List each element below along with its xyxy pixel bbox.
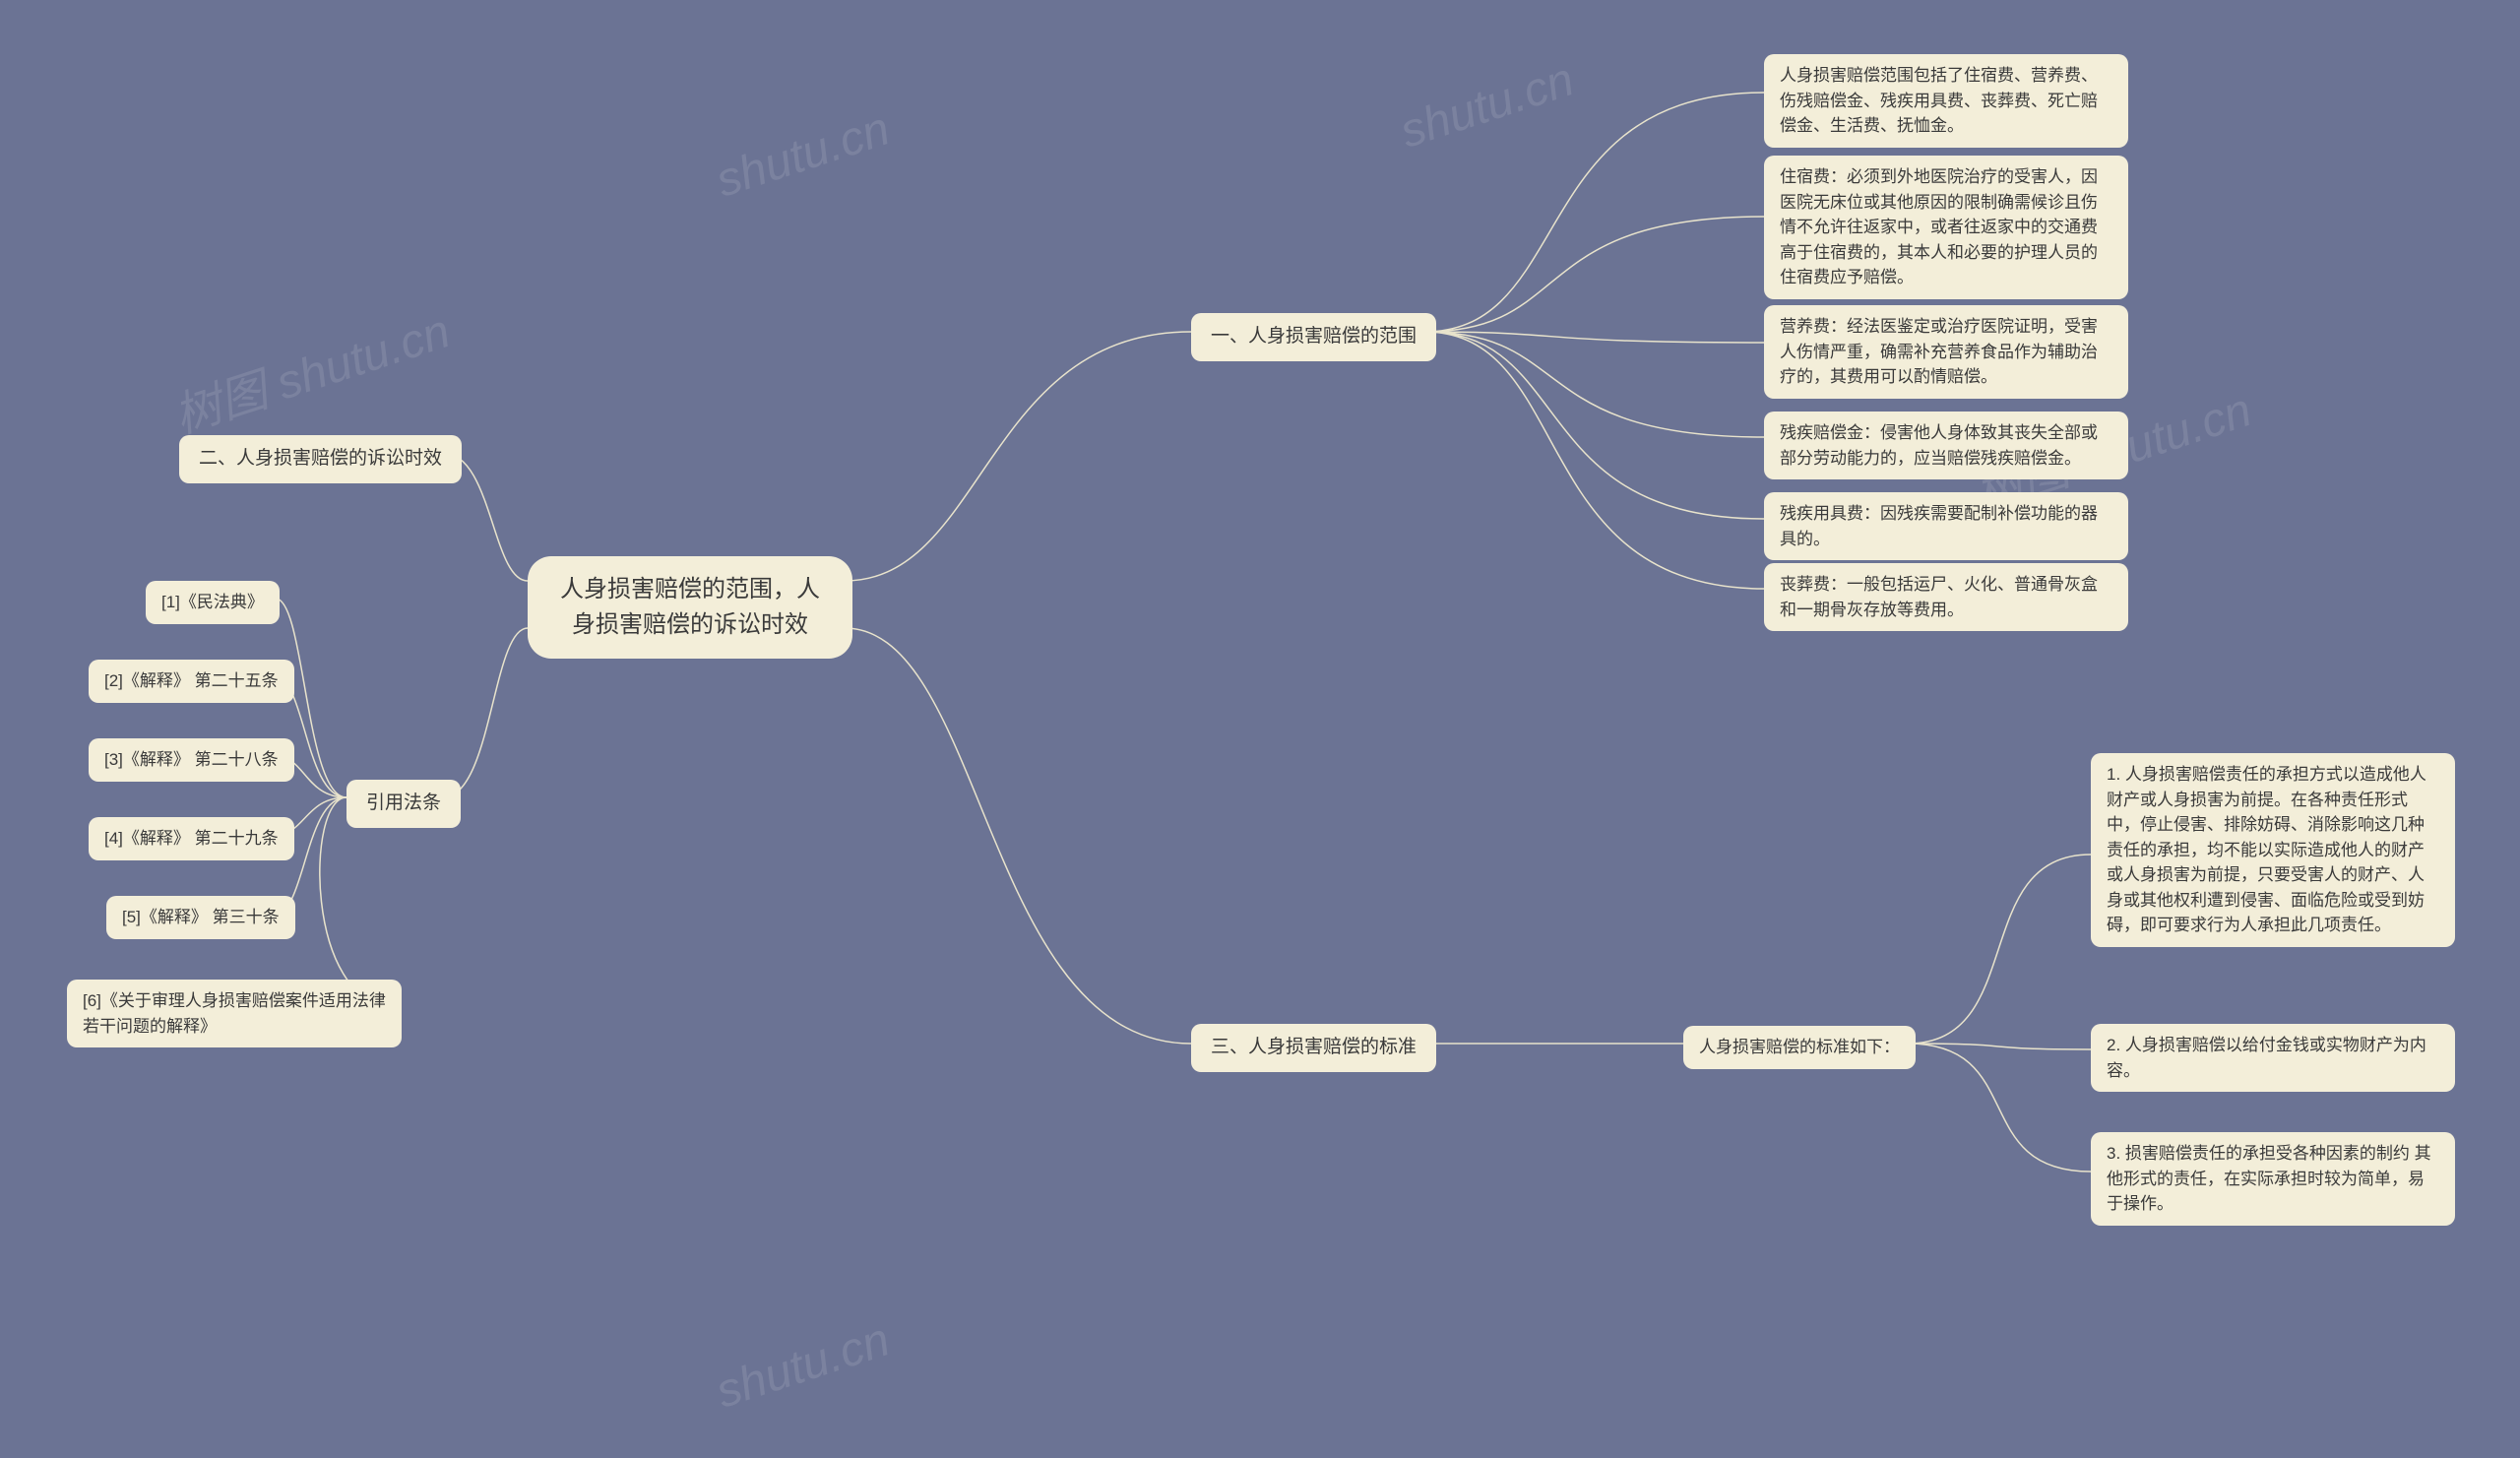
leaf-cit-l6: [6]《关于审理人身损害赔偿案件适用法律若干问题的解释》 [67, 980, 402, 1047]
leaf-s1-l1: 1. 人身损害赔偿责任的承担方式以造成他人财产或人身损害为前提。在各种责任形式中… [2091, 753, 2455, 947]
leaf-s1-l3: 3. 损害赔偿责任的承担受各种因素的制约 其他形式的责任，在实际承担时较为简单，… [2091, 1132, 2455, 1226]
branch-b1: 一、人身损害赔偿的范围 [1191, 313, 1436, 361]
leaf-cit-l2: [2]《解释》 第二十五条 [89, 660, 294, 703]
leaf-cit-l3: [3]《解释》 第二十八条 [89, 738, 294, 782]
leaf-s1-l2: 2. 人身损害赔偿以给付金钱或实物财产为内容。 [2091, 1024, 2455, 1092]
leaf-cit-l5: [5]《解释》 第三十条 [106, 896, 295, 939]
leaf-b1-l5: 残疾用具费：因残疾需要配制补偿功能的器具的。 [1764, 492, 2128, 560]
watermark: shutu.cn [1394, 52, 1581, 158]
branch-b3: 三、人身损害赔偿的标准 [1191, 1024, 1436, 1072]
mindmap-edges [0, 0, 2520, 1458]
sub-b3-s1: 人身损害赔偿的标准如下： [1683, 1026, 1916, 1069]
leaf-cit-l1: [1]《民法典》 [146, 581, 280, 624]
leaf-b1-l4: 残疾赔偿金：侵害他人身体致其丧失全部或部分劳动能力的，应当赔偿残疾赔偿金。 [1764, 412, 2128, 479]
leaf-b1-l3: 营养费：经法医鉴定或治疗医院证明，受害人伤情严重，确需补充营养食品作为辅助治疗的… [1764, 305, 2128, 399]
branch-b2: 二、人身损害赔偿的诉讼时效 [179, 435, 462, 483]
mindmap-root: 人身损害赔偿的范围，人身损害赔偿的诉讼时效 [528, 556, 852, 659]
watermark: shutu.cn [710, 101, 897, 208]
branch-citations: 引用法条 [346, 780, 461, 828]
watermark: shutu.cn [710, 1312, 897, 1419]
leaf-b1-l6: 丧葬费：一般包括运尸、火化、普通骨灰盒和一期骨灰存放等费用。 [1764, 563, 2128, 631]
leaf-b1-l1: 人身损害赔偿范围包括了住宿费、营养费、伤残赔偿金、残疾用具费、丧葬费、死亡赔偿金… [1764, 54, 2128, 148]
leaf-b1-l2: 住宿费：必须到外地医院治疗的受害人，因医院无床位或其他原因的限制确需候诊且伤情不… [1764, 156, 2128, 299]
leaf-cit-l4: [4]《解释》 第二十九条 [89, 817, 294, 860]
watermark: 树图 shutu.cn [163, 292, 457, 446]
